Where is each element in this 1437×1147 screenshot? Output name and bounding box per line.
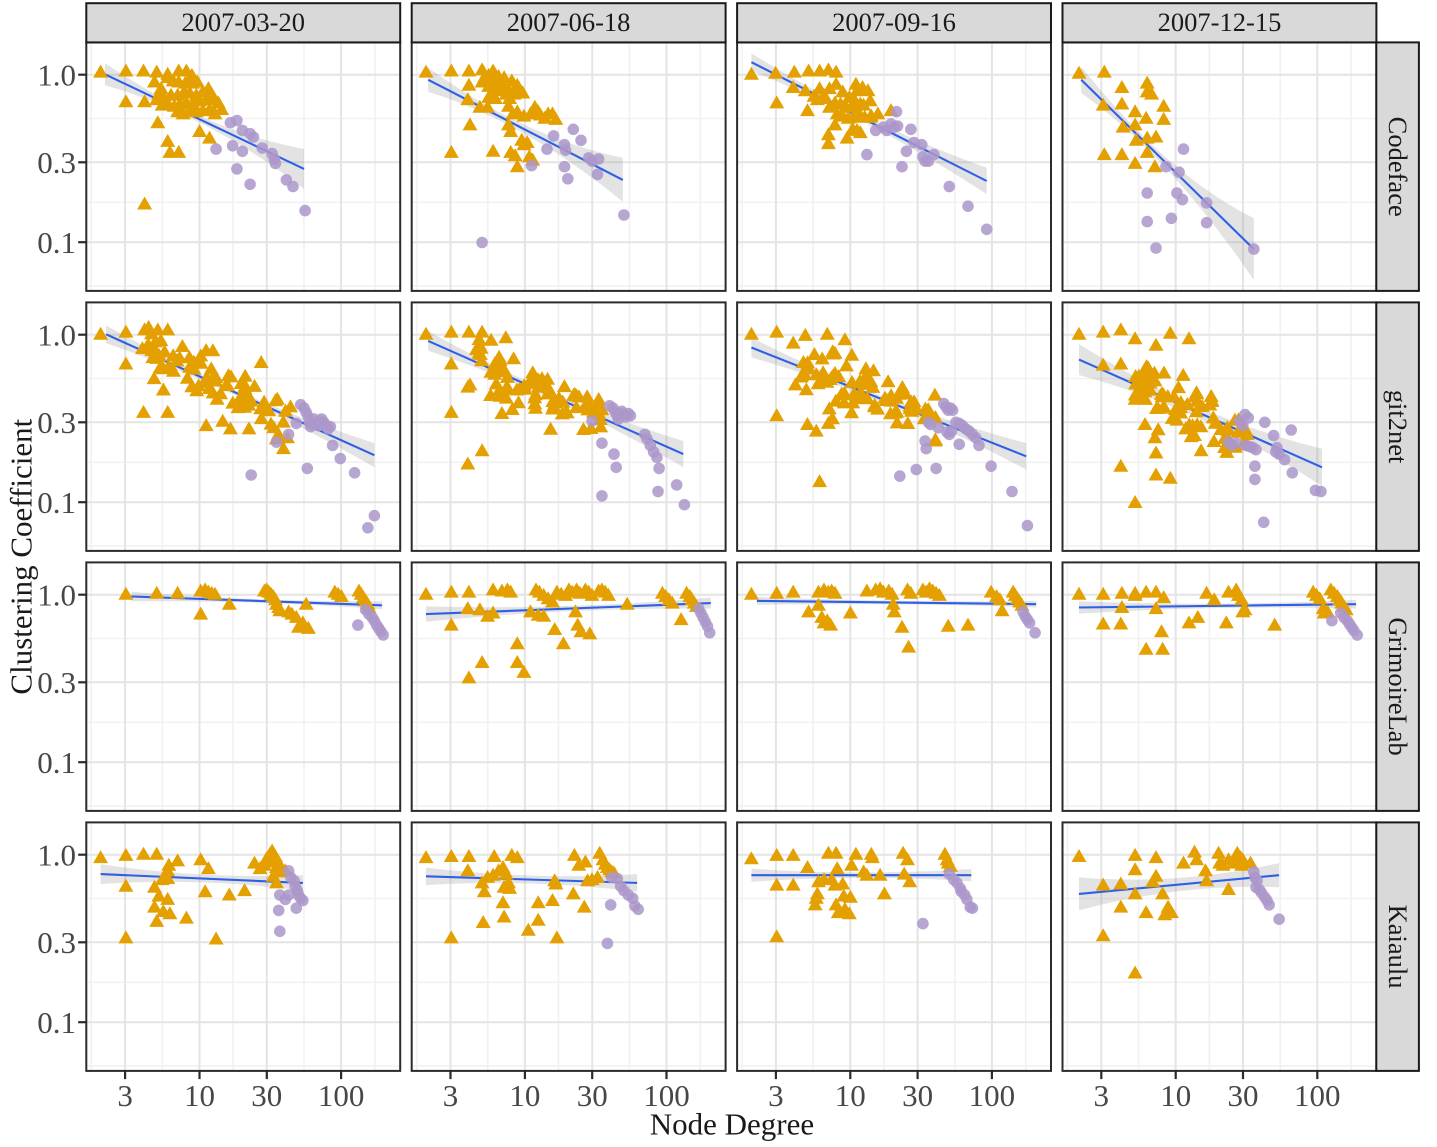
- svg-text:GrimoireLab: GrimoireLab: [1383, 617, 1413, 755]
- svg-text:0.1: 0.1: [37, 225, 76, 260]
- svg-text:100: 100: [1294, 1078, 1341, 1113]
- svg-text:3: 3: [768, 1078, 784, 1113]
- svg-text:3: 3: [443, 1078, 459, 1113]
- svg-text:0.3: 0.3: [37, 405, 76, 440]
- svg-text:3: 3: [117, 1078, 133, 1113]
- svg-text:0.1: 0.1: [37, 1005, 76, 1040]
- svg-text:0.1: 0.1: [37, 485, 76, 520]
- svg-text:1.0: 1.0: [37, 837, 76, 872]
- svg-text:3: 3: [1094, 1078, 1110, 1113]
- svg-text:1.0: 1.0: [37, 577, 76, 612]
- svg-text:1.0: 1.0: [37, 317, 76, 352]
- svg-text:Node Degree: Node Degree: [650, 1107, 814, 1142]
- svg-text:0.3: 0.3: [37, 925, 76, 960]
- svg-text:0.1: 0.1: [37, 745, 76, 780]
- svg-text:0.3: 0.3: [37, 145, 76, 180]
- svg-text:30: 30: [577, 1078, 608, 1113]
- svg-text:10: 10: [509, 1078, 540, 1113]
- svg-text:2007-06-18: 2007-06-18: [507, 7, 631, 37]
- svg-text:10: 10: [184, 1078, 215, 1113]
- svg-text:Kaiaulu: Kaiaulu: [1383, 905, 1413, 989]
- svg-text:Codeface: Codeface: [1383, 117, 1413, 217]
- svg-text:10: 10: [835, 1078, 866, 1113]
- svg-text:10: 10: [1160, 1078, 1191, 1113]
- svg-text:2007-03-20: 2007-03-20: [181, 7, 305, 37]
- svg-text:100: 100: [643, 1078, 690, 1113]
- svg-text:30: 30: [902, 1078, 933, 1113]
- svg-text:Clustering Coefficient: Clustering Coefficient: [4, 418, 39, 694]
- svg-text:100: 100: [969, 1078, 1016, 1113]
- svg-text:2007-09-16: 2007-09-16: [832, 7, 956, 37]
- svg-text:1.0: 1.0: [37, 57, 76, 92]
- svg-text:0.3: 0.3: [37, 665, 76, 700]
- svg-text:2007-12-15: 2007-12-15: [1158, 7, 1282, 37]
- svg-text:100: 100: [318, 1078, 365, 1113]
- svg-text:git2net: git2net: [1383, 390, 1413, 464]
- svg-text:30: 30: [1228, 1078, 1259, 1113]
- svg-text:30: 30: [251, 1078, 282, 1113]
